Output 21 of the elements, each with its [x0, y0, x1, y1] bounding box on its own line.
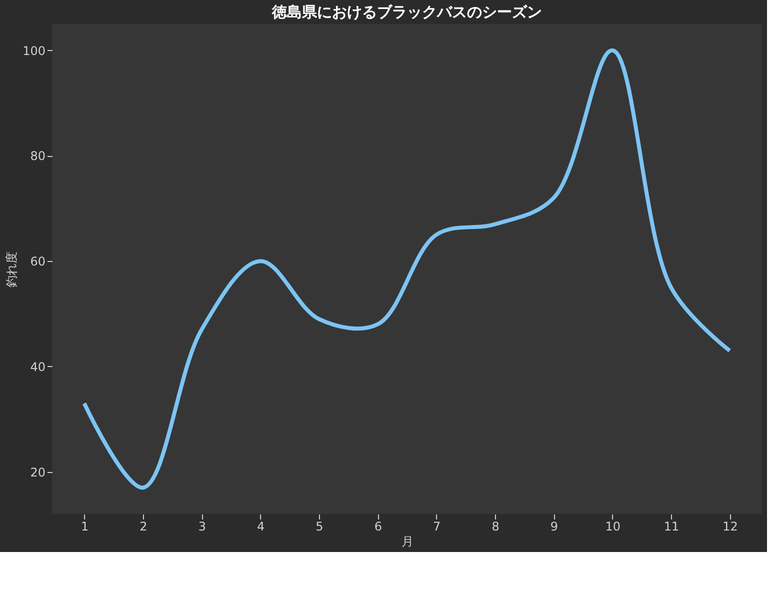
y-tick-label: 60 — [30, 254, 46, 269]
x-tick-label: 5 — [316, 520, 324, 534]
y-tick-label: 80 — [30, 149, 46, 164]
x-tick-label: 10 — [605, 520, 621, 534]
y-tick-label: 40 — [30, 360, 46, 374]
x-tick-label: 7 — [433, 520, 441, 534]
x-tick-label: 1 — [80, 520, 89, 534]
x-tick-label: 9 — [550, 520, 558, 534]
x-tick-label: 12 — [722, 520, 738, 534]
x-axis-title: 月 — [402, 534, 414, 548]
x-tick-label: 11 — [664, 520, 680, 534]
x-tick-label: 3 — [198, 520, 206, 534]
x-tick-label: 8 — [492, 520, 500, 534]
chart-title: 徳島県におけるブラックバスのシーズン — [271, 3, 542, 21]
y-tick-label: 20 — [30, 465, 46, 480]
y-tick-label: 100 — [22, 44, 46, 58]
line-series — [82, 48, 732, 490]
x-tick-label: 4 — [256, 520, 265, 534]
x-tick-label: 6 — [374, 520, 382, 534]
x-tick-label: 2 — [140, 520, 148, 534]
y-axis-title: 釣れ度 — [4, 252, 19, 288]
